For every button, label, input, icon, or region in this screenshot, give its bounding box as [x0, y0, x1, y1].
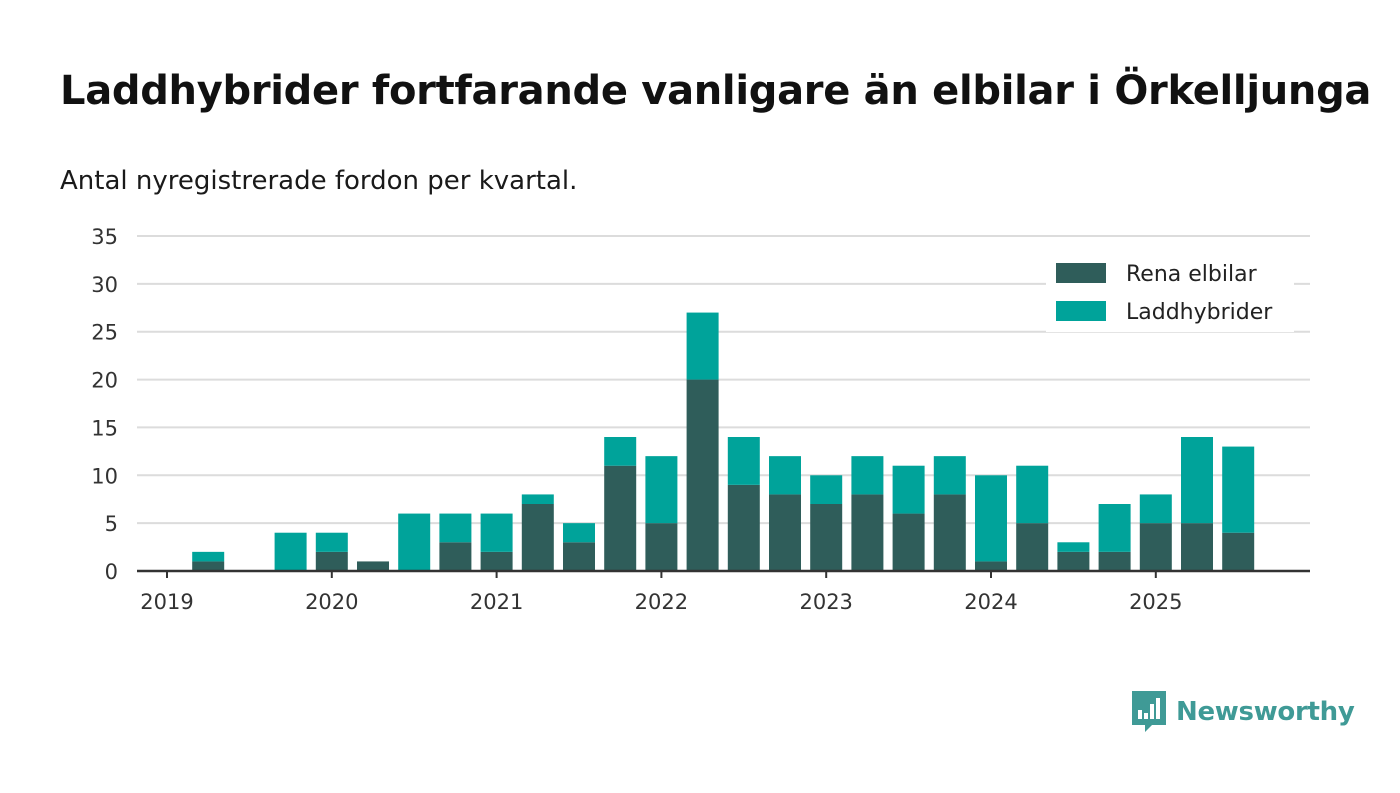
- y-tick-label: 15: [91, 416, 118, 440]
- bar-laddhybrider: [727, 437, 760, 485]
- y-tick-label: 30: [91, 273, 118, 297]
- bar-rena-elbilar: [1016, 523, 1049, 571]
- y-tick-label: 10: [91, 464, 118, 488]
- bar-laddhybrider: [274, 532, 307, 571]
- x-tick-label: 2020: [305, 590, 358, 614]
- bar-rena-elbilar: [521, 504, 554, 571]
- bar-laddhybrider: [1098, 504, 1131, 552]
- bar-rena-elbilar: [892, 513, 925, 571]
- y-tick-label: 25: [91, 321, 118, 345]
- bar-laddhybrider: [810, 475, 843, 504]
- bar-rena-elbilar: [686, 379, 719, 571]
- bar-laddhybrider: [769, 456, 801, 495]
- bar-chart-speech-bubble-icon: [1132, 691, 1166, 732]
- bar-laddhybrider: [604, 437, 637, 466]
- x-tick-label: 2025: [1129, 590, 1182, 614]
- bar-laddhybrider: [1181, 437, 1213, 524]
- bar-laddhybrider: [686, 312, 719, 380]
- bar-laddhybrider: [1139, 494, 1172, 524]
- bar-laddhybrider: [480, 513, 513, 552]
- bar-laddhybrider: [398, 513, 431, 571]
- bar-laddhybrider: [563, 523, 595, 543]
- x-tick-label: 2019: [140, 590, 193, 614]
- bar-laddhybrider: [439, 513, 472, 543]
- x-tick-label: 2023: [799, 590, 852, 614]
- chart-subtitle: Antal nyregistrerade fordon per kvartal.: [60, 166, 578, 196]
- bar-laddhybrider: [851, 456, 884, 495]
- y-tick-label: 5: [105, 512, 118, 536]
- bar-rena-elbilar: [645, 523, 678, 571]
- bar-laddhybrider: [645, 456, 678, 524]
- legend-swatch-laddhybrider: [1056, 301, 1106, 321]
- bar-rena-elbilar: [769, 494, 801, 571]
- bar-rena-elbilar: [1139, 523, 1172, 571]
- bar-rena-elbilar: [563, 542, 595, 571]
- bar-rena-elbilar: [851, 494, 884, 571]
- newsworthy-brand: Newsworthy: [1132, 691, 1355, 733]
- bar-rena-elbilar: [1057, 551, 1090, 571]
- legend: Rena elbilar Laddhybrider: [1046, 252, 1294, 332]
- y-tick-label: 35: [91, 225, 118, 249]
- chart-title: Laddhybrider fortfarande vanligare än el…: [60, 68, 1372, 114]
- bar-rena-elbilar: [810, 504, 843, 571]
- x-tick-label: 2021: [470, 590, 523, 614]
- bar-laddhybrider: [192, 551, 225, 562]
- bar-rena-elbilar: [1098, 551, 1131, 571]
- x-tick-label: 2022: [635, 590, 688, 614]
- bar-laddhybrider: [892, 465, 925, 514]
- bar-laddhybrider: [1057, 542, 1090, 552]
- y-tick-label: 0: [105, 560, 118, 584]
- x-tick-label: 2024: [964, 590, 1017, 614]
- bar-rena-elbilar: [604, 465, 637, 571]
- bar-rena-elbilar: [933, 494, 966, 571]
- bars: [192, 312, 1255, 571]
- bar-laddhybrider: [1016, 465, 1049, 524]
- bar-rena-elbilar: [192, 561, 225, 571]
- brand-name: Newsworthy: [1176, 697, 1355, 727]
- bar-laddhybrider: [975, 475, 1007, 562]
- legend-label-rena-elbilar: Rena elbilar: [1126, 262, 1258, 287]
- bar-rena-elbilar: [315, 551, 348, 571]
- bar-rena-elbilar: [439, 542, 472, 571]
- bar-rena-elbilar: [1181, 523, 1213, 571]
- legend-swatch-rena-elbilar: [1056, 263, 1106, 283]
- bar-rena-elbilar: [480, 551, 513, 571]
- bar-laddhybrider: [933, 456, 966, 495]
- bar-laddhybrider: [315, 532, 348, 552]
- legend-label-laddhybrider: Laddhybrider: [1126, 300, 1273, 325]
- y-tick-label: 20: [91, 369, 118, 393]
- bar-rena-elbilar: [357, 561, 389, 571]
- bar-rena-elbilar: [975, 561, 1007, 571]
- bar-rena-elbilar: [727, 484, 760, 571]
- bar-laddhybrider: [1222, 446, 1255, 533]
- bar-rena-elbilar: [1222, 532, 1255, 571]
- bar-laddhybrider: [521, 494, 554, 504]
